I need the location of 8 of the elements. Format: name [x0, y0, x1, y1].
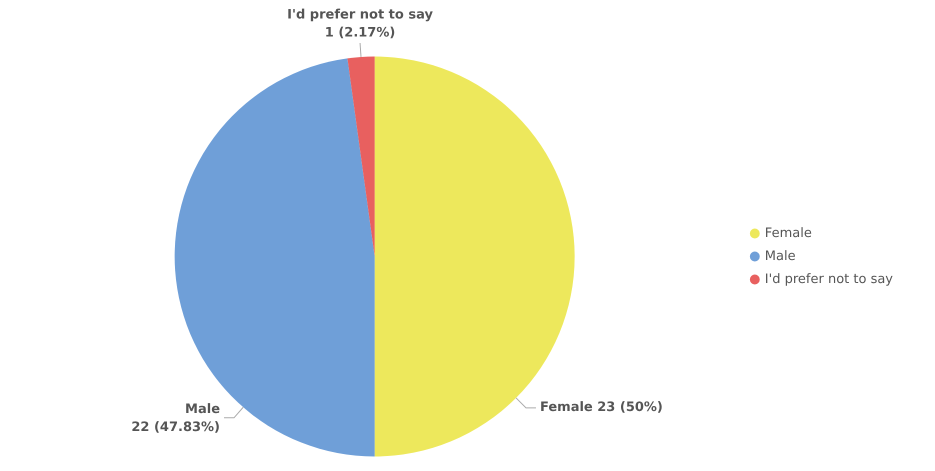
category-label: Female 23 (50%): [540, 400, 663, 416]
data-label: 22 (47.83%): [131, 420, 220, 436]
legend-label: Female: [764, 226, 812, 241]
legend-label: Male: [764, 248, 796, 264]
slice-label: I'd prefer not to say: [287, 7, 434, 22]
data-label: 1 (2.17%): [324, 25, 396, 40]
legend-label: I'd prefer not to say: [764, 272, 894, 287]
slice-label: Male: [185, 402, 220, 418]
